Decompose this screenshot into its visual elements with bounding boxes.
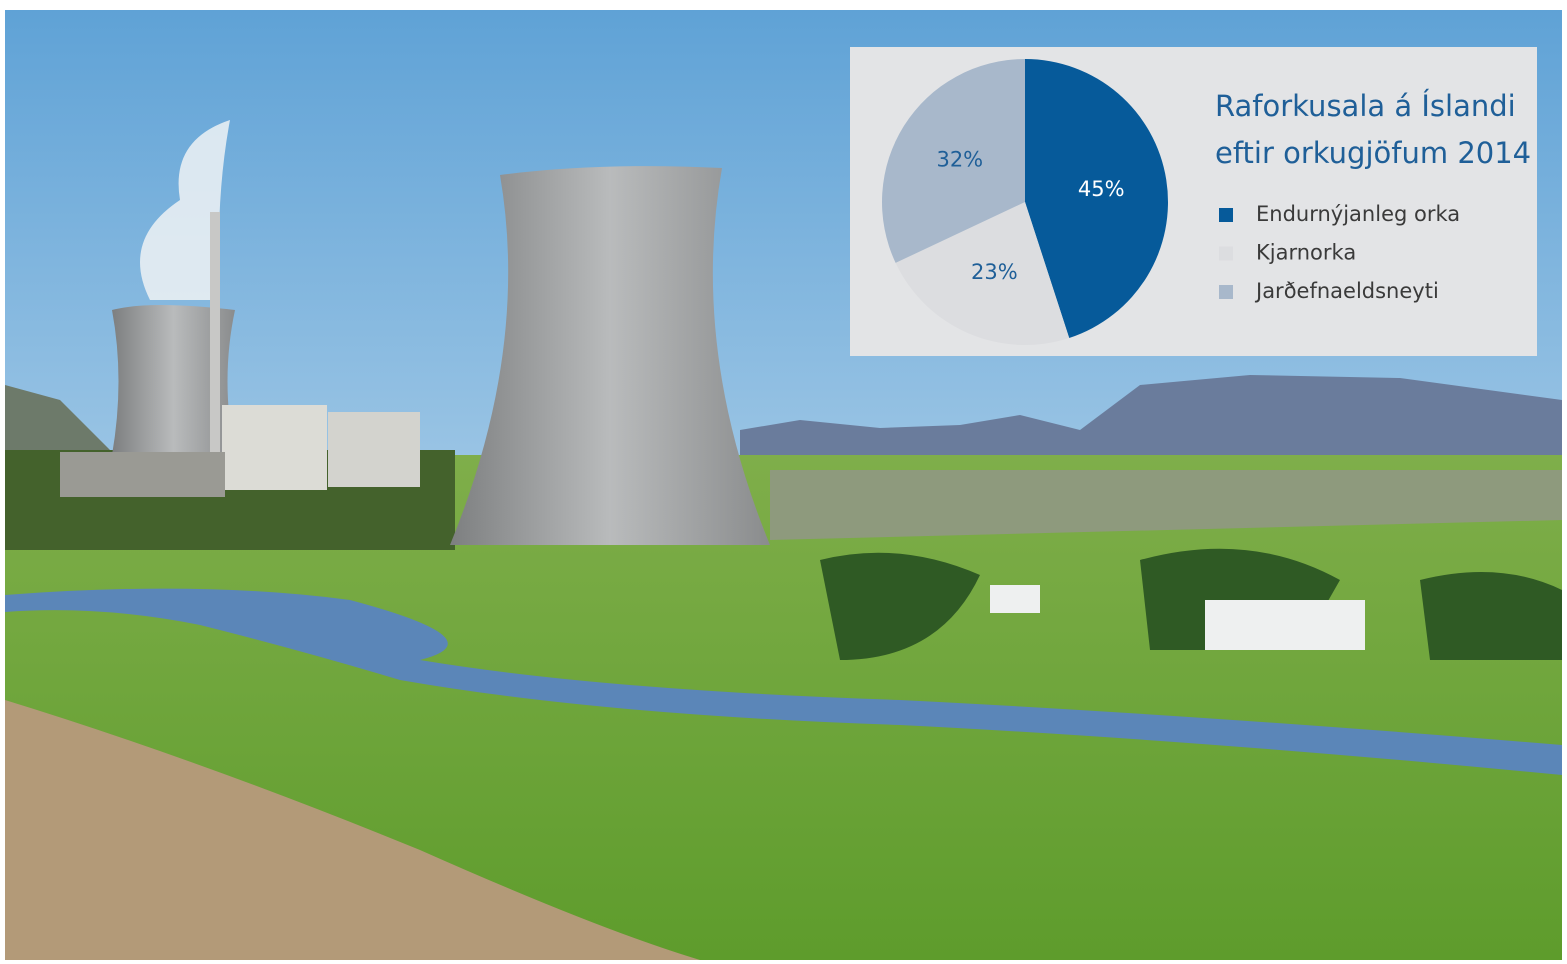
legend-label: Jarðefnaeldsneyti [1254, 279, 1439, 303]
legend-swatch [1219, 208, 1233, 222]
legend-swatch [1219, 247, 1233, 261]
value-label: 32% [936, 148, 983, 172]
page: 45% 23% 32% Raforkusala á Íslandi eftir or… [0, 0, 1567, 964]
chart-title: eftir orkugjöfum 2014 [1215, 136, 1531, 170]
chart-title: Raforkusala á Íslandi [1215, 89, 1516, 123]
legend-label: Kjarnorka [1256, 241, 1356, 265]
legend-label: Endurnýjanleg orka [1256, 202, 1460, 226]
pie: 45% 23% 32% [882, 59, 1168, 345]
value-label: 45% [1078, 177, 1125, 201]
value-label: 23% [971, 260, 1018, 284]
legend-swatch [1219, 285, 1233, 299]
